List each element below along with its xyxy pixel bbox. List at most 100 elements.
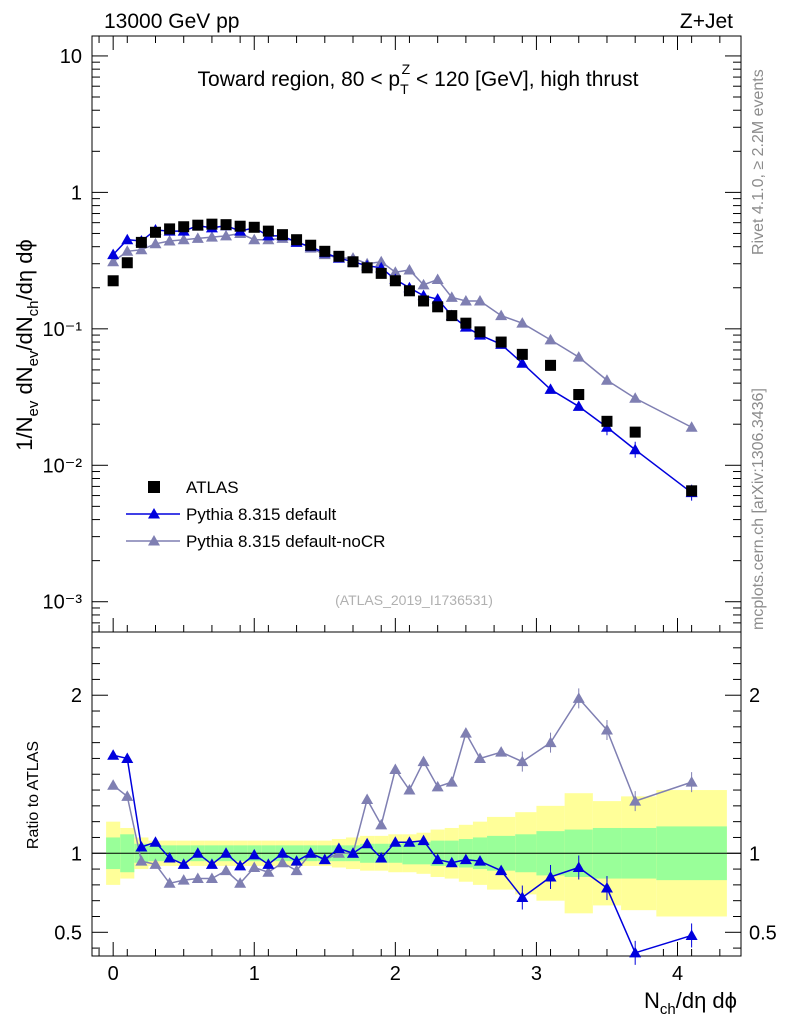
ratio-point-nocr xyxy=(262,866,275,877)
legend: ATLAS Pythia 8.315 default Pythia 8.315 de… xyxy=(126,478,385,551)
pythia-nocr-point xyxy=(220,229,233,241)
ratio-point-nocr xyxy=(389,763,402,775)
y-axis-label-ratio: Ratio to ATLAS xyxy=(25,741,42,849)
ratio-point-default xyxy=(107,749,120,760)
ratio-point-default xyxy=(445,856,458,868)
atlas-point xyxy=(248,221,260,233)
ratio-point-nocr xyxy=(163,877,176,888)
pythia-nocr-point xyxy=(191,232,204,243)
ratio-point-default xyxy=(600,882,613,893)
legend-marker-nocr xyxy=(148,535,160,546)
ratio-point-default xyxy=(572,861,585,872)
legend-label-default: Pythia 8.315 default xyxy=(186,505,337,524)
pythia-nocr-point xyxy=(459,294,472,306)
atlas-point xyxy=(347,256,359,268)
ratio-point-nocr xyxy=(473,752,486,763)
ratio-point-default xyxy=(495,864,508,876)
pythia-default-point xyxy=(516,357,529,368)
ratio-tick-label-left: 2 xyxy=(71,685,82,707)
atlas-point xyxy=(178,221,190,233)
ratio-point-default xyxy=(121,752,134,763)
ratio-point-default xyxy=(205,858,218,869)
ratio-line-default xyxy=(112,754,692,954)
pythia-default-point xyxy=(629,443,642,455)
ratio-point-nocr xyxy=(572,692,585,703)
ratio-series xyxy=(107,688,698,965)
pythia-nocr-point xyxy=(445,291,458,302)
atlas-point xyxy=(291,234,303,246)
pythia-nocr-point xyxy=(403,263,416,275)
atlas-point xyxy=(107,275,119,287)
ratio-point-default xyxy=(375,852,388,863)
axis-ticks: 0 1 2 3 4 10⁻³ 10⁻² 10⁻¹ 1 10 0.5 0.5 1 1 2 2 xyxy=(43,36,777,985)
legend-marker-default xyxy=(148,508,160,519)
y-tick-label-main: 10⁻³ xyxy=(43,592,83,614)
ratio-point-default xyxy=(276,847,289,858)
ratio-point-default xyxy=(220,847,233,858)
atlas-point xyxy=(135,236,147,248)
pythia-nocr-point xyxy=(431,273,444,284)
atlas-point xyxy=(164,223,176,235)
ratio-point-nocr xyxy=(417,755,430,767)
x-tick-label: 0 xyxy=(108,963,119,985)
ratio-point-default xyxy=(403,836,416,847)
atlas-point xyxy=(206,218,218,230)
main-series xyxy=(107,218,698,501)
ratio-point-nocr xyxy=(149,858,162,869)
ratio-point-default xyxy=(347,847,360,858)
ratio-point-nocr xyxy=(177,874,190,885)
pythia-default-point xyxy=(572,400,585,411)
pythia-nocr-line xyxy=(112,232,692,428)
process-label: Z+Jet xyxy=(680,10,733,33)
ratio-point-nocr xyxy=(459,727,472,738)
ratio-point-default xyxy=(459,853,472,865)
atlas-point xyxy=(403,285,415,297)
atlas-point xyxy=(389,275,401,287)
atlas-point xyxy=(121,257,133,269)
y-tick-label-main: 10⁻¹ xyxy=(43,319,83,341)
pythia-nocr-point xyxy=(473,294,486,306)
ratio-point-nocr xyxy=(544,736,557,748)
ratio-point-default xyxy=(361,837,374,849)
ratio-tick-label-right: 1 xyxy=(749,843,760,865)
pythia-nocr-point xyxy=(149,237,162,249)
pythia-default-point xyxy=(107,248,120,260)
ratio-point-default xyxy=(685,929,698,940)
ratio-point-nocr xyxy=(205,872,218,884)
ratio-point-default xyxy=(290,855,303,866)
ratio-point-nocr xyxy=(375,818,388,830)
ratio-point-nocr xyxy=(135,855,148,866)
atlas-point xyxy=(686,485,698,497)
ratio-point-nocr xyxy=(403,784,416,795)
pythia-nocr-point xyxy=(516,317,529,328)
analysis-id: (ATLAS_2019_I1736531) xyxy=(335,592,493,608)
ratio-point-default xyxy=(332,842,345,854)
x-tick-label: 1 xyxy=(249,963,260,985)
ratio-point-default xyxy=(149,836,162,847)
y-axis-label-main: 1/Nev dNev/dNch/dη dϕ xyxy=(12,239,42,451)
atlas-point xyxy=(192,219,204,231)
ratio-point-nocr xyxy=(600,723,613,735)
ratio-point-nocr xyxy=(248,861,261,872)
pythia-nocr-point xyxy=(417,278,430,290)
ratio-point-nocr xyxy=(220,864,233,876)
atlas-point xyxy=(460,317,472,329)
atlas-point xyxy=(319,245,331,257)
atlas-point xyxy=(573,389,585,401)
ratio-point-default xyxy=(431,853,444,865)
ratio-plot-frame xyxy=(91,631,742,957)
ratio-point-nocr xyxy=(234,877,247,888)
ratio-point-default xyxy=(135,840,148,852)
ratio-point-nocr xyxy=(276,856,289,868)
legend-label-nocr: Pythia 8.315 default-noCR xyxy=(186,532,385,551)
ratio-point-nocr xyxy=(107,779,120,790)
pythia-nocr-point xyxy=(495,309,508,321)
pythia-nocr-point xyxy=(572,351,585,362)
ratio-point-nocr xyxy=(685,776,698,787)
atlas-point xyxy=(474,326,486,338)
atlas-point xyxy=(601,415,613,427)
pythia-nocr-point xyxy=(544,333,557,345)
ratio-point-default xyxy=(304,847,317,858)
ratio-point-default xyxy=(163,852,176,863)
pythia-nocr-point xyxy=(629,392,642,403)
